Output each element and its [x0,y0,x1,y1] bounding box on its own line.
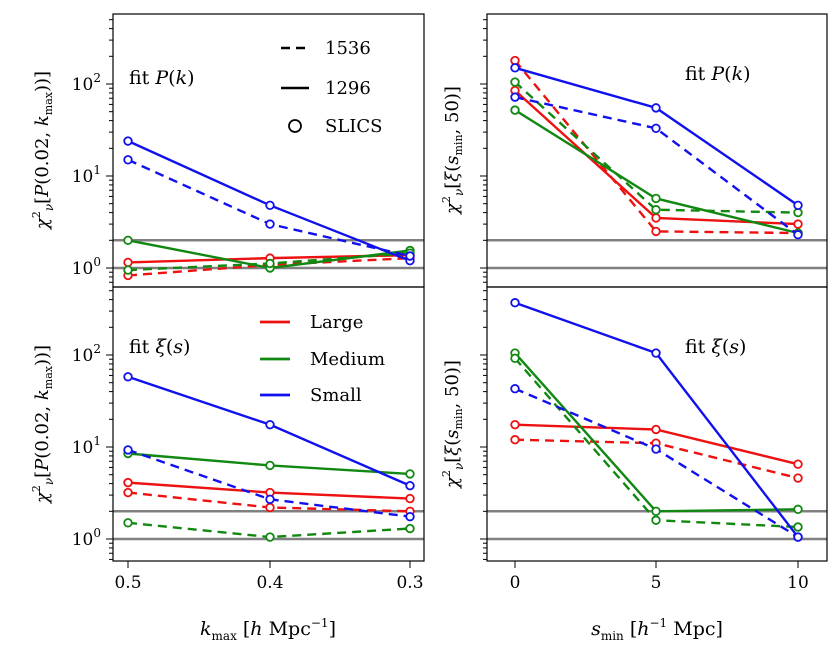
panel-annotation: fit ξ(s) [129,336,190,358]
legend-marker-circle [288,119,302,133]
data-point-large-1296 [123,477,133,488]
panel-bottom-left: 100 101 102 0.5 0.4 0.3 fit ξ(s) [72,286,425,593]
data-point-large-1296 [510,419,520,430]
data-point-large-1536 [123,487,133,498]
data-point-medium-1296 [510,105,520,115]
data-point-small-1536 [123,155,133,165]
data-point-large-1296 [793,459,803,469]
panel-top-left: 100 101 102 fit P(k) [72,13,425,288]
y-tick-label: 101 [72,434,101,458]
data-point-small-1536 [510,92,520,102]
data-point-medium-1296 [651,193,661,204]
panel-annotation: fit P(k) [129,67,195,89]
x-tick-label: 5 [651,573,662,593]
data-point-medium-1296 [123,235,133,246]
data-point-large-1296 [793,219,803,229]
y-axis-label-top-right-text: χ2ν[ξ(smin, 50)] [440,86,466,216]
y-axis-label-top-left: χ2ν[P(0.02, kmax))] [30,71,56,231]
y-tick-label: 102 [72,342,101,366]
legend-label: Medium [310,349,385,370]
data-point-small-1536 [651,444,661,454]
data-point-medium-1536 [123,265,133,275]
data-point-small-1536 [793,230,803,240]
data-point-medium-1536 [510,77,520,87]
data-point-small-1296 [265,200,275,211]
data-point-small-1536 [651,123,661,133]
y-tick-label: 100 [72,526,101,550]
data-point-small-1536 [123,445,133,455]
panel-top-right: fit P(k) [480,13,828,288]
data-point-large-1296 [651,213,661,223]
data-point-medium-1296 [405,469,415,479]
legend-label: SLICS [325,116,383,137]
data-point-large-1536 [651,226,661,237]
data-point-small-1536 [510,384,520,394]
data-point-small-1296 [651,103,661,113]
series-line-large-1536 [514,59,799,235]
y-axis-label-top-right: χ2ν[ξ(smin, 50)] [440,86,466,216]
data-point-medium-1296 [265,460,275,471]
data-point-small-1536 [405,251,415,261]
data-point-small-1296 [123,136,133,146]
panel-frame [112,286,425,562]
data-point-small-1296 [265,419,275,430]
x-axis-label-left: kmax [h Mpc−1] [200,616,336,643]
data-point-small-1296 [651,348,661,358]
panel-annotation: fit ξ(s) [685,336,746,358]
x-tick-label: 0 [510,573,521,593]
data-point-medium-1536 [651,205,661,215]
x-tick-label: 0.3 [396,573,423,593]
data-point-large-1536 [265,502,275,513]
y-axis-label-top-left-text: χ2ν[P(0.02, kmax))] [30,71,56,231]
x-tick-label: 0.4 [256,573,283,593]
legend-label: 1536 [325,38,371,59]
panel-bottom-right: 0 5 10 fit ξ(s) [480,286,828,593]
panel-frame [486,286,828,562]
x-tick-label: 10 [787,573,809,593]
data-point-small-1296 [510,63,520,73]
data-point-small-1296 [510,298,520,308]
legend-label: 1296 [325,78,371,99]
panel-frame [486,13,828,288]
x-axis-label-right: smin [h−1 Mpc] [591,616,723,643]
y-tick-label: 100 [72,255,101,279]
panel-annotation: fit P(k) [685,63,751,85]
data-point-small-1296 [405,480,415,491]
data-point-large-1296 [651,424,661,435]
data-point-medium-1296 [651,506,661,517]
legend-linestyle: 1536 1296 SLICS [281,38,383,137]
data-point-large-1536 [793,473,803,483]
series-line-small-1296 [514,301,799,538]
data-point-medium-1536 [405,523,415,534]
data-point-medium-1536 [265,532,275,542]
y-axis-label-bottom-right-text: χ2ν[ξ(smin, 50)] [440,360,466,490]
data-point-small-1536 [265,219,275,229]
y-axis-label-bottom-left: χ2ν[P(0.02, kmax))] [30,345,56,505]
data-point-small-1536 [405,511,415,522]
y-axis-label-bottom-right: χ2ν[ξ(smin, 50)] [440,360,466,490]
y-tick-label: 101 [72,163,101,187]
x-tick-label: 0.5 [114,573,141,593]
data-point-large-1296 [123,257,133,268]
legend-label: Small [310,385,362,406]
data-point-medium-1536 [651,515,661,525]
data-point-large-1296 [405,493,415,504]
y-axis-label-bottom-left-text: χ2ν[P(0.02, kmax))] [30,345,56,505]
data-point-medium-1536 [123,518,133,528]
data-point-medium-1296 [793,504,803,515]
series-line-small-1536 [514,95,799,236]
data-point-medium-1536 [793,522,803,532]
data-point-small-1296 [793,200,803,211]
series-line-medium-1536 [514,81,799,214]
data-point-small-1296 [123,372,133,382]
legend-color: Large Medium Small [260,312,385,406]
data-point-small-1536 [793,532,803,542]
data-point-large-1536 [510,435,520,445]
data-point-medium-1536 [510,353,520,364]
data-point-medium-1536 [265,258,275,269]
y-tick-label: 102 [72,71,101,95]
data-point-small-1536 [265,494,275,505]
legend-label: Large [310,312,363,333]
